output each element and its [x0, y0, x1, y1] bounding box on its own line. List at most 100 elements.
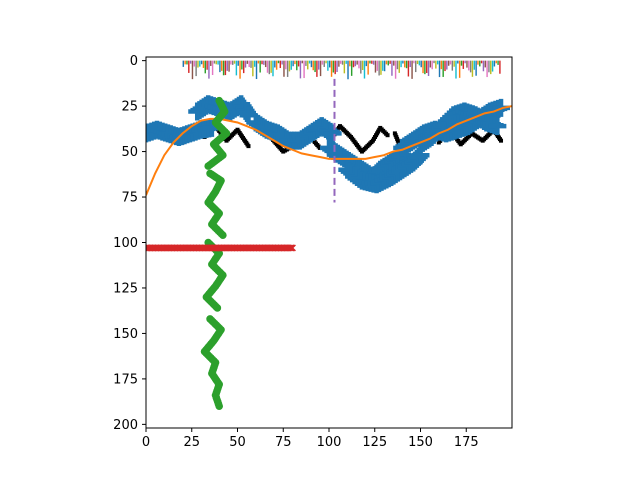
top-bar — [418, 60, 421, 66]
top-bar — [398, 60, 400, 73]
y-tick-label: 150 — [113, 327, 138, 342]
top-bar — [499, 60, 501, 74]
axis-ticks: 0 25 50 75 100 125 150 175 0 25 50 75 100 125 150 175 20… — [113, 54, 478, 450]
top-bar — [228, 60, 230, 72]
top-bar — [334, 60, 336, 75]
top-bar — [449, 60, 452, 65]
top-bar — [471, 60, 474, 77]
top-bar — [210, 60, 212, 66]
top-bar — [288, 60, 291, 72]
top-bar — [316, 60, 318, 77]
plot-inner — [146, 60, 512, 410]
red-x-point — [287, 244, 295, 252]
top-bar — [182, 60, 185, 67]
top-bar — [296, 60, 298, 71]
x-tick-label: 125 — [362, 435, 387, 450]
top-bar — [444, 60, 446, 72]
x-tick-label: 0 — [142, 435, 150, 450]
top-bar — [235, 60, 238, 76]
top-bar — [343, 60, 346, 74]
top-bar — [184, 60, 186, 65]
top-bar — [230, 60, 232, 65]
top-bar — [206, 60, 208, 70]
top-bar — [349, 60, 351, 67]
top-bar — [191, 60, 194, 80]
top-bar — [211, 60, 214, 76]
black-square-point — [499, 138, 504, 143]
top-bar — [464, 60, 466, 64]
top-bar — [204, 60, 206, 74]
y-tick-label: 25 — [121, 100, 138, 115]
top-bar — [387, 60, 389, 66]
top-bar — [371, 60, 373, 64]
top-bar — [232, 60, 234, 65]
top-bar — [252, 60, 254, 77]
top-bar — [402, 60, 404, 64]
top-bar — [279, 60, 282, 69]
top-bar — [462, 60, 465, 69]
top-bar — [394, 60, 397, 79]
top-bar — [319, 60, 322, 77]
top-bar — [272, 60, 274, 77]
top-bar — [347, 60, 349, 80]
top-bar — [299, 60, 302, 79]
top-bar — [420, 60, 422, 68]
top-bar — [239, 60, 241, 79]
top-bar — [242, 60, 245, 74]
top-bar — [469, 60, 472, 73]
top-bar — [350, 60, 353, 76]
top-bar — [244, 60, 247, 68]
top-bar — [217, 60, 219, 65]
top-bar — [477, 60, 479, 65]
top-bar — [226, 60, 228, 71]
top-bar — [424, 60, 426, 75]
top-bar — [413, 60, 415, 64]
top-bar — [374, 60, 377, 73]
top-bar — [219, 60, 221, 73]
y-tick-label: 100 — [113, 236, 138, 251]
top-bar — [338, 60, 340, 67]
black-square-point — [385, 133, 390, 138]
top-bar — [336, 60, 338, 72]
top-bar — [486, 60, 488, 78]
plot-area — [146, 60, 512, 410]
top-bar — [294, 60, 296, 65]
top-bar — [480, 60, 483, 64]
x-tick-label: 100 — [317, 435, 342, 450]
top-bar — [221, 60, 223, 71]
top-bar — [200, 60, 203, 65]
top-bar — [383, 60, 386, 72]
top-bar — [310, 60, 313, 68]
top-bar — [332, 60, 335, 73]
top-bar — [378, 60, 380, 76]
top-bar — [261, 60, 263, 65]
top-bar — [490, 60, 492, 75]
top-bar — [292, 60, 294, 67]
top-bar — [277, 60, 280, 64]
top-bar — [270, 60, 272, 73]
top-bar — [356, 60, 358, 65]
top-bar — [382, 60, 384, 71]
top-bar — [208, 60, 210, 79]
top-bar — [307, 60, 309, 70]
top-bar — [263, 60, 265, 65]
top-bar — [436, 60, 439, 65]
top-bar — [345, 60, 347, 64]
green-dot-point — [215, 402, 223, 410]
top-bar — [253, 60, 256, 67]
top-bar — [495, 60, 497, 64]
top-bar — [363, 60, 366, 79]
top-bar — [248, 60, 250, 68]
x-tick-label: 150 — [408, 435, 433, 450]
top-bar — [303, 60, 305, 79]
top-bar — [264, 60, 267, 68]
top-bar — [237, 60, 239, 66]
top-bar — [385, 60, 388, 65]
top-bar — [186, 60, 188, 65]
top-bar — [396, 60, 399, 70]
top-bar — [484, 60, 486, 68]
top-bar — [358, 60, 360, 69]
top-bar — [297, 60, 300, 67]
top-bar — [479, 60, 481, 67]
top-bar — [365, 60, 368, 67]
